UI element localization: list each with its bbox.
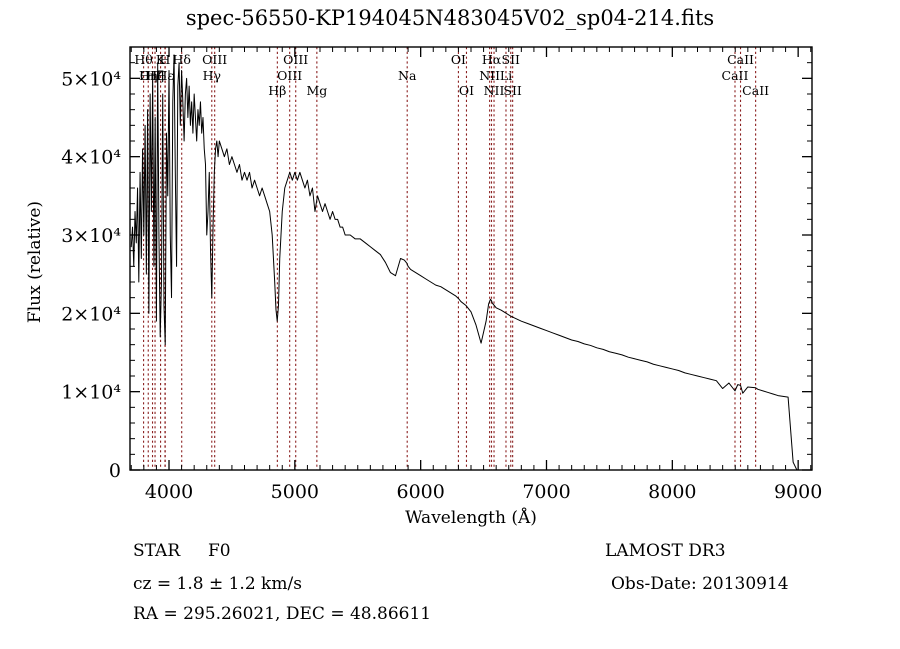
spectral-line-label-Hθ: Hθ bbox=[134, 52, 152, 67]
spectral-line-label-H: H bbox=[160, 52, 171, 67]
spectrum-curve-layer bbox=[130, 54, 798, 471]
y-tick-label: 0 bbox=[109, 460, 121, 482]
spectral-line-label-Hγ: Hγ bbox=[203, 68, 221, 83]
x-tick-label: 8000 bbox=[648, 481, 696, 503]
y-tick-label: 2×10⁴ bbox=[61, 303, 121, 325]
survey-label: LAMOST DR3 bbox=[605, 541, 726, 561]
coords-label: RA = 295.26021, DEC = 48.86611 bbox=[133, 604, 431, 624]
line-marker-layer bbox=[143, 47, 757, 470]
x-tick-label: 7000 bbox=[522, 481, 570, 503]
cz-label: cz = 1.8 ± 1.2 km/s bbox=[133, 574, 302, 594]
spectral-line-label-NII: NII bbox=[484, 83, 505, 98]
spectral-line-label-Hζ: Hζ bbox=[146, 68, 164, 83]
spectral-line-label-SII: SII bbox=[503, 83, 522, 98]
spectral-line-label-OIII: OIII bbox=[277, 68, 302, 83]
spectral-line-label-CaII: CaII bbox=[727, 52, 754, 67]
spectral-line-label-OIII: OIII bbox=[202, 52, 227, 67]
obs-date-label: Obs-Date: 20130914 bbox=[611, 574, 789, 594]
line-label-layer: HθHηOIIIHζKHHεHδHγOIIIHβOIIIOIIIMgNaOIOI… bbox=[134, 52, 769, 98]
spectrum-curve bbox=[130, 54, 798, 471]
spectral-line-label-K: K bbox=[156, 52, 166, 67]
x-tick-label: 6000 bbox=[396, 481, 444, 503]
spectral-line-label-Hδ: Hδ bbox=[172, 52, 190, 67]
axis-frame-layer bbox=[129, 46, 813, 471]
spectral-line-label-NII: NII bbox=[479, 68, 500, 83]
spectral-line-label-Mg: Mg bbox=[306, 83, 327, 98]
spectral-line-label-OIII: OIII bbox=[283, 52, 308, 67]
spectral-line-label-Hη: Hη bbox=[139, 68, 157, 83]
spectral-line-label-OI: OI bbox=[451, 52, 466, 67]
x-tick-label: 5000 bbox=[271, 481, 319, 503]
x-tick-label: 4000 bbox=[145, 481, 193, 503]
spectral-line-label-OI: OI bbox=[459, 83, 474, 98]
y-tick-label: 4×10⁴ bbox=[61, 147, 121, 169]
y-tick-label: 3×10⁴ bbox=[61, 225, 121, 247]
page-title: spec-56550-KP194045N483045V02_sp04-214.f… bbox=[185, 6, 715, 30]
spectral-line-label-SII: SII bbox=[502, 52, 521, 67]
spectral-line-label-Hβ: Hβ bbox=[268, 83, 286, 98]
subclass-label: F0 bbox=[208, 541, 231, 561]
plot-frame bbox=[129, 46, 813, 471]
spectral-line-label-Li: Li bbox=[500, 68, 512, 83]
spectral-line-label-CaII: CaII bbox=[722, 68, 749, 83]
spectral-line-label-OIII: OIII bbox=[140, 68, 165, 83]
y-axis-title: Flux (relative) bbox=[25, 201, 45, 323]
object-type-label: STAR bbox=[133, 541, 181, 561]
tick-label-layer: 4000 5000 6000 7000 8000 9000 0 1×10⁴ 2×10⁴ 3×10⁴… bbox=[61, 68, 822, 503]
spectral-line-label-Hα: Hα bbox=[482, 52, 502, 67]
spectral-line-label-Na: Na bbox=[398, 68, 417, 83]
y-tick-label: 1×10⁴ bbox=[61, 382, 121, 404]
spectral-line-label-CaII: CaII bbox=[742, 83, 769, 98]
spectral-line-label-Hε: Hε bbox=[157, 68, 174, 83]
x-tick-label: 9000 bbox=[774, 481, 822, 503]
y-tick-label: 5×10⁴ bbox=[61, 68, 121, 90]
x-axis-title: Wavelength (Å) bbox=[405, 507, 537, 528]
